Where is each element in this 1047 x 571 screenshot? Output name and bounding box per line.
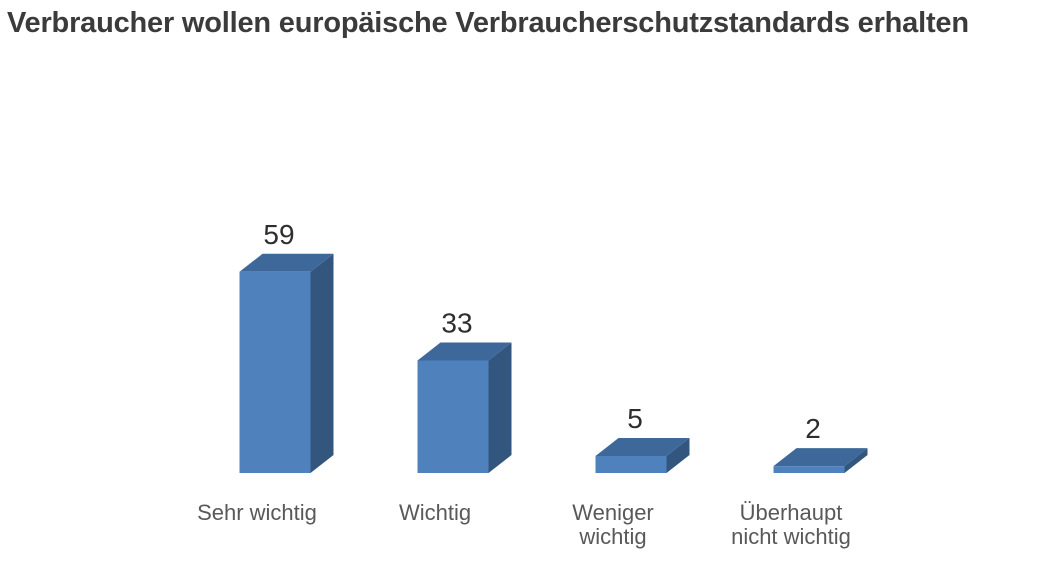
bar-side-face (310, 253, 334, 473)
category-label-line: Sehr wichtig (197, 500, 317, 525)
bar-side-face (488, 342, 512, 473)
bar-weniger-wichtig: 5 (595, 403, 690, 473)
category-label-wichtig: Wichtig (335, 501, 535, 525)
bar-front-face (417, 360, 489, 473)
chart-title: Verbraucher wollen europäische Verbrauch… (7, 7, 969, 39)
category-label-sehr-wichtig: Sehr wichtig (157, 501, 357, 525)
bar-wichtig: 33 (417, 307, 512, 473)
category-label-line: wichtig (579, 524, 647, 549)
bar-side-face (844, 448, 868, 473)
bar-side-face (666, 437, 690, 473)
bar-top-face (773, 448, 868, 467)
category-label-line: Weniger (572, 500, 654, 525)
category-label-line: nicht wichtig (731, 524, 851, 549)
bar-front-face (773, 466, 845, 473)
bar-value-label: 33 (441, 307, 472, 338)
bar-front-face (239, 271, 311, 473)
bar-value-label: 5 (627, 403, 643, 434)
bar-top-face (595, 437, 690, 456)
category-label-line: Überhaupt (739, 500, 843, 525)
category-label-weniger-wichtig: Weniger wichtig (513, 501, 713, 549)
category-label-überhaupt-nicht-wichtig: Überhaupt nicht wichtig (691, 501, 891, 549)
category-label-line: Wichtig (398, 500, 472, 525)
bar-value-label: 2 (805, 413, 821, 444)
bar-top-face (417, 342, 512, 361)
bar-sehr-wichtig: 59 (239, 219, 334, 473)
bar-top-face (239, 253, 334, 272)
bar-überhaupt-nicht-wichtig: 2 (773, 413, 868, 473)
bar-value-label: 59 (263, 219, 294, 250)
bar-front-face (595, 455, 667, 473)
